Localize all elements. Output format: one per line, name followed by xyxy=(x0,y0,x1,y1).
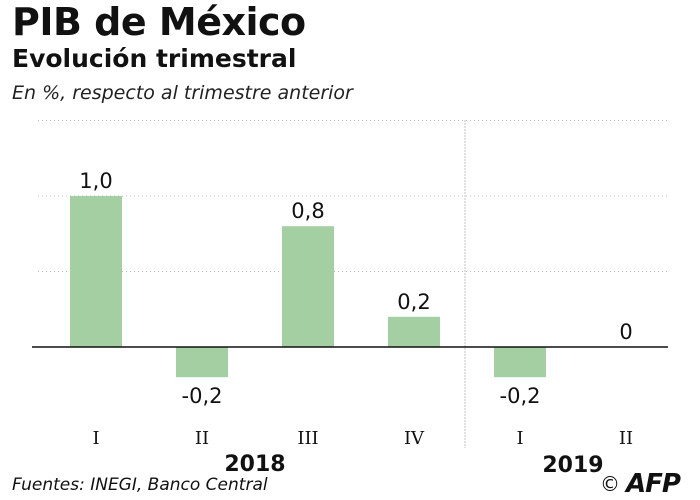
tick-label: II xyxy=(195,428,209,449)
value-label: 1,0 xyxy=(79,169,112,193)
bar xyxy=(388,316,440,347)
tick-label: I xyxy=(92,428,99,449)
tick-label: I xyxy=(516,428,523,449)
value-label: -0,2 xyxy=(500,384,541,408)
tick-label: II xyxy=(619,428,633,449)
value-label: 0,8 xyxy=(291,199,324,223)
year-label: 2018 xyxy=(224,452,285,477)
bar xyxy=(494,347,546,378)
value-label: 0,2 xyxy=(397,290,430,314)
afp-logo: AFP xyxy=(626,469,681,499)
tick-label: III xyxy=(297,428,318,449)
value-label: -0,2 xyxy=(182,384,223,408)
value-label: 0 xyxy=(619,320,632,344)
unit-note: En %, respecto al trimestre anterior xyxy=(12,82,353,104)
bar xyxy=(70,196,122,347)
credit: © AFP xyxy=(600,469,681,499)
bars xyxy=(70,196,546,378)
tick-label: IV xyxy=(404,428,425,449)
chart-title: PIB de México xyxy=(12,0,306,44)
chart-subtitle: Evolución trimestral xyxy=(12,44,297,73)
bar xyxy=(176,347,228,378)
year-label: 2019 xyxy=(542,453,603,478)
copyright-symbol: © xyxy=(600,472,621,496)
bar xyxy=(282,226,334,347)
grid-lines xyxy=(38,120,668,448)
labels: 1,0 I -0,2 II 0,8 III 0,2 IV -0,2 I 0 II 2018 2019 xyxy=(79,169,633,478)
source-note: Fuentes: INEGI, Banco Central xyxy=(12,475,268,495)
